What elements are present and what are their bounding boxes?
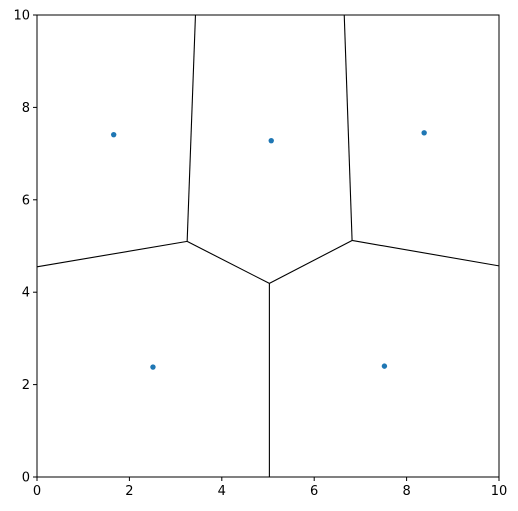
x-tick-label: 2 [125,484,133,499]
voronoi-edge-4 [269,239,353,284]
x-tick-label: 10 [491,484,508,499]
y-axis-ticks: 0 2 4 6 8 10 [13,9,37,486]
x-tick-label: 8 [402,484,410,499]
x-axis-ticks: 0 2 4 6 8 10 [33,477,507,499]
y-tick-label: 2 [22,378,30,393]
voronoi-edge-3 [186,240,270,284]
y-tick-label: 8 [22,101,30,116]
data-point-1 [268,137,274,144]
x-tick-label: 6 [310,484,318,499]
y-tick-label: 6 [22,193,30,208]
voronoi-edge-0 [186,14,197,242]
data-point-2 [421,130,427,136]
voronoi-edge-1 [343,14,353,241]
voronoi-edges [36,14,500,477]
y-tick-label: 4 [22,286,30,301]
data-point-0 [110,131,117,138]
data-points [110,130,427,370]
x-tick-label: 0 [33,484,41,499]
x-tick-label: 4 [218,484,226,499]
y-tick-label: 10 [13,9,30,24]
data-point-3 [150,364,156,370]
y-tick-label: 0 [22,471,30,486]
voronoi-edge-2 [36,240,188,268]
voronoi-edge-5 [351,239,500,267]
plot-frame [36,14,500,478]
data-point-4 [381,363,388,369]
